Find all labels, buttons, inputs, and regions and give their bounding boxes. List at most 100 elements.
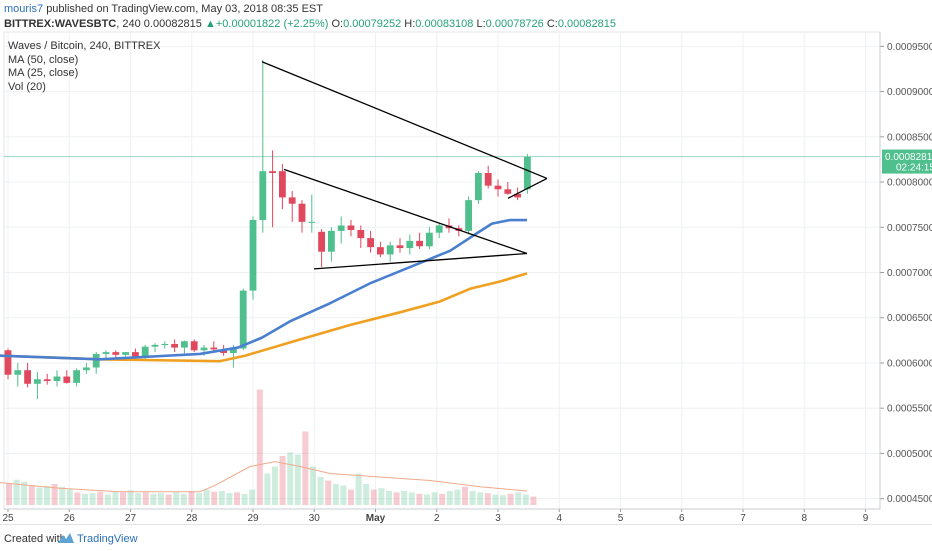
volume-bar <box>340 485 347 505</box>
volume-bar <box>522 494 529 505</box>
x-tick-label: 29 <box>247 513 259 524</box>
volume-bar <box>294 454 301 505</box>
candle-body <box>288 197 296 204</box>
tradingview-logo-icon[interactable] <box>57 531 75 545</box>
y-tick-label: 0.00045000 <box>887 494 932 505</box>
volume-bar <box>44 486 50 505</box>
high-value: 0.00083108 <box>415 18 474 30</box>
candle-body <box>181 341 188 348</box>
volume-bar <box>378 488 385 505</box>
change-arrow-icon: ▲ <box>204 18 216 30</box>
last-price: 0.00082815 <box>143 18 202 30</box>
volume-bar <box>310 466 316 505</box>
candle-body <box>494 185 502 190</box>
header-bar: mouris7 published on TradingView.com, Ma… <box>0 0 932 32</box>
volume-bar <box>348 489 354 505</box>
volume-bar <box>416 493 423 505</box>
volume-bar <box>158 493 164 505</box>
x-tick-label: 3 <box>495 513 501 524</box>
candle-body <box>34 379 41 384</box>
candle-body <box>24 370 31 384</box>
volume-bar <box>97 491 104 505</box>
volume-bar <box>462 486 468 505</box>
legend-ma25[interactable]: MA (25, close) <box>8 67 79 79</box>
candle-body <box>190 341 198 351</box>
volume-bar <box>173 492 180 505</box>
volume-bar <box>188 491 195 505</box>
volume-bar <box>484 493 491 505</box>
candle-body <box>337 225 345 231</box>
candle-body <box>83 367 90 371</box>
x-tick-label: 9 <box>863 513 869 524</box>
price-change: +0.00001822 (+2.25%) <box>215 18 329 30</box>
x-tick-label: 26 <box>64 513 76 524</box>
volume-bar <box>21 481 28 505</box>
volume-bar <box>408 492 415 505</box>
volume-bar <box>386 491 392 505</box>
volume-bar <box>287 452 294 505</box>
ma-orange-line <box>0 272 528 363</box>
tradingview-brand[interactable]: TradingView <box>77 533 138 545</box>
chart-legend: Waves / Bitcoin, 240, BITTREX MA (50, cl… <box>8 40 160 94</box>
close-value: 0.00082815 <box>557 18 616 30</box>
candle-body <box>161 343 169 345</box>
candle-body <box>210 347 218 350</box>
volume-bar <box>180 493 187 505</box>
trendline <box>261 61 548 180</box>
legend-vol[interactable]: Vol (20) <box>8 80 46 93</box>
candle-body <box>141 346 149 358</box>
candle-body <box>357 229 365 239</box>
volume-bar <box>127 490 134 505</box>
candle-body <box>386 245 394 255</box>
volume-bar <box>507 493 514 505</box>
volume-bar <box>6 484 12 505</box>
x-tick-label: May <box>366 513 386 524</box>
symbol-name: BITTREX:WAVESBTC <box>4 18 117 30</box>
volume-bar <box>165 494 172 505</box>
ohlc-readout: BITTREX:WAVESBTC, 240 0.00082815 ▲+0.000… <box>4 18 616 30</box>
candle-body <box>328 230 335 252</box>
author-link[interactable]: mouris7 <box>4 3 44 15</box>
candle-body <box>43 379 51 382</box>
candle-body <box>102 352 110 354</box>
volume-bar <box>492 494 499 505</box>
volume-bar <box>431 492 438 505</box>
footer-bar: Created with TradingView <box>0 524 932 551</box>
legend-ma50[interactable]: MA (50, close) <box>8 53 79 66</box>
ma-blue-line <box>0 218 527 361</box>
open-label: O: <box>331 18 344 30</box>
candle-body <box>200 347 208 351</box>
legend-title[interactable]: Waves / Bitcoin, 240, BITTREX <box>8 40 161 52</box>
candle-body <box>269 171 276 173</box>
volume-bar <box>469 491 476 505</box>
volume-ma-line <box>0 461 528 493</box>
volume-bar <box>226 493 233 505</box>
candle-body <box>112 352 120 355</box>
candle-body <box>122 352 129 355</box>
volume-bar <box>218 491 225 505</box>
volume-bar <box>279 456 286 505</box>
candle-body <box>406 240 414 249</box>
trendline <box>283 168 528 255</box>
volume-bar <box>203 489 210 505</box>
countdown-label: 02:24:15 <box>896 163 932 174</box>
candle-body <box>514 193 521 198</box>
candle-body <box>73 370 80 383</box>
volume-bar <box>82 493 88 505</box>
volume-bar <box>135 493 142 505</box>
current-price-label-bg <box>882 149 932 174</box>
candle-body <box>426 232 433 247</box>
candle-body <box>435 225 443 233</box>
candle-body <box>132 352 139 358</box>
candle-body <box>377 247 384 255</box>
volume-bar <box>234 492 240 505</box>
x-tick-label: 28 <box>186 513 198 524</box>
